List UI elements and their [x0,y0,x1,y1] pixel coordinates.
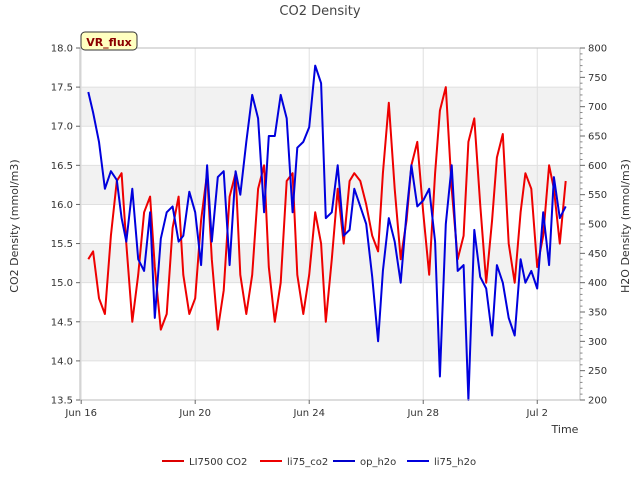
y2-tick-label: 300 [588,337,607,348]
y-axis-label: CO2 Density (mmol/m3) [8,159,21,292]
y2-axis-ticks: 200 250 300 350 400 450 500 550 600 650 700 750 800 [580,44,607,407]
y-tick-label: 17.0 [51,122,73,133]
badge-box [80,31,138,51]
x-tick-label: Jun 20 [178,408,211,419]
site-badge: VR_flux [80,31,138,51]
chart-title: CO2 Density [279,4,360,19]
y-tick-label: 15.5 [51,239,73,250]
y2-tick-label: 700 [588,102,607,113]
y2-tick-label: 500 [588,220,607,231]
y2-tick-label: 350 [588,308,607,319]
y2-tick-label: 550 [588,190,607,201]
x-axis-ticks: Jun 16 Jun 20 Jun 24 Jun 28 Jul 2 [64,400,548,419]
x-tick-label: Jun 28 [406,408,439,419]
legend-label: LI7500 CO2 [189,457,247,468]
y2-tick-label: 200 [588,396,607,407]
x-tick-label: Jul 2 [525,408,548,419]
y-tick-label: 16.5 [51,161,73,172]
y-axis-ticks: 13.5 14.0 14.5 15.0 15.5 16.0 16.5 17.0 17.5 18.0 [51,44,80,407]
y-tick-label: 15.0 [51,278,73,289]
y2-tick-label: 750 [588,73,607,84]
y2-tick-label: 450 [588,249,607,260]
grid-band [80,321,580,361]
y-tick-label: 13.5 [51,396,73,407]
series-line-li75-co2 [87,86,567,331]
series-lines [87,64,567,401]
y-tick-label: 16.0 [51,200,73,211]
y-tick-label: 18.0 [51,44,73,55]
x-tick-label: Jun 16 [64,408,97,419]
y2-tick-label: 650 [588,132,607,143]
series-line-li75-h2o [87,64,567,401]
x-axis-label: Time [551,423,579,436]
badge-label: VR_flux [86,36,132,49]
y-tick-label: 14.5 [51,317,73,328]
y2-tick-label: 800 [588,44,607,55]
y2-tick-label: 600 [588,161,607,172]
background-bands [80,87,580,361]
y2-tick-label: 250 [588,366,607,377]
y-tick-label: 17.5 [51,83,73,94]
legend-label: op_h2o [360,457,396,468]
legend-label: li75_co2 [287,457,328,468]
legend-label: li75_h2o [434,457,476,468]
y2-axis-label: H2O Density (mmol/m3) [619,159,632,293]
y2-tick-label: 400 [588,278,607,289]
legend: LI7500 CO2 li75_co2 op_h2o li75_h2o [162,457,476,468]
grid-band [80,87,580,127]
x-tick-label: Jun 24 [292,408,325,419]
y-tick-label: 14.0 [51,356,73,367]
